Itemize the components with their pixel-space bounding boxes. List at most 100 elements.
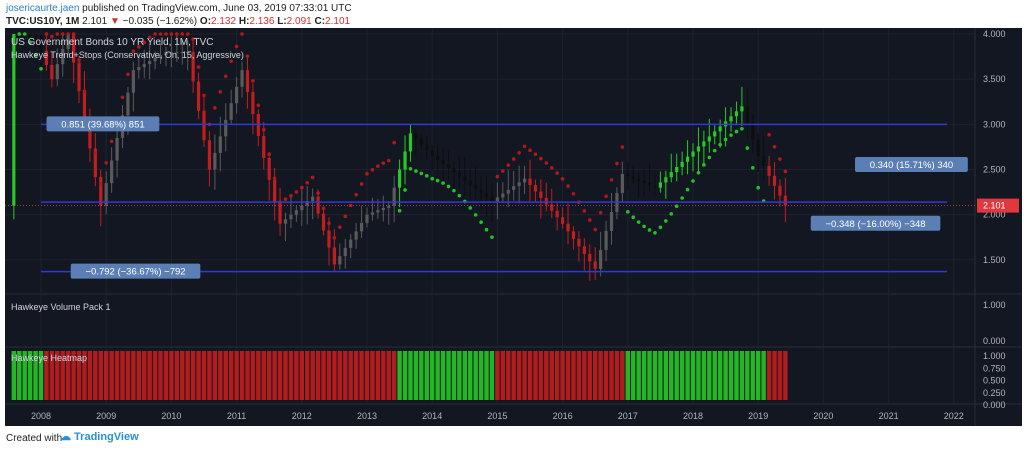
candle (278, 201, 282, 224)
stop-dot (685, 187, 690, 192)
heatmap-bar (419, 351, 424, 400)
heatmap-bar (343, 351, 348, 400)
heatmap-bar (218, 351, 223, 400)
candle (93, 148, 97, 178)
candle (582, 246, 586, 254)
chart-svg[interactable]: 0.851 (39.68%) 851 −0.792 (−36.67%) −792 0… (5, 28, 1022, 426)
stop-dot (39, 67, 43, 71)
measure-label: −0.348 (−16.00%) −348 (810, 215, 941, 231)
heatmap-bar (250, 351, 256, 400)
heatmap-bar (364, 351, 370, 400)
stop-dot (131, 49, 136, 53)
heatmap-bar (381, 351, 386, 400)
heatmap-bar (207, 351, 212, 400)
heatmap-bar (446, 351, 451, 400)
stop-dot (441, 181, 445, 185)
stop-dot (272, 176, 277, 181)
heatmap-bar (370, 351, 375, 400)
heatmap-bar (125, 351, 131, 400)
heatmap-bar (766, 351, 772, 400)
heatmap-bar (739, 351, 745, 400)
candle (349, 239, 353, 248)
measure-label-bg (810, 215, 941, 231)
candle (343, 247, 347, 257)
stop-dot (82, 89, 87, 93)
stop-dot (22, 32, 27, 36)
heatmap-bar (598, 351, 603, 400)
heatmap-bar (196, 351, 201, 400)
heatmap-bar (223, 351, 228, 400)
heatmap-bar (310, 351, 315, 400)
author-link[interactable]: josericaurte.jaen (6, 3, 80, 14)
heatmap-bar (538, 351, 544, 400)
candle (55, 64, 59, 80)
stop-dot (560, 177, 565, 181)
heatmap-bar (55, 351, 60, 400)
heatmap-bar (142, 351, 147, 400)
chart-area[interactable]: 0.851 (39.68%) 851 −0.792 (−36.67%) −792 0… (5, 28, 1022, 426)
heatmap-bar (614, 351, 620, 400)
heatmap-bar (326, 351, 332, 400)
candle (82, 91, 87, 120)
stop-dot (587, 218, 592, 222)
candle (778, 185, 782, 196)
heatmap-bar (234, 351, 239, 400)
candle (164, 52, 168, 56)
stop-dot (305, 180, 310, 185)
stop-dot (327, 221, 331, 226)
candle (528, 178, 532, 186)
tradingview-logo-icon[interactable]: ☁ TradingView (60, 431, 139, 443)
heatmap-bar (495, 351, 500, 400)
heatmap-bar (462, 351, 467, 400)
candle (452, 168, 456, 173)
stop-dot (446, 184, 451, 189)
heatmap-bar (413, 351, 419, 400)
stop-dot (397, 208, 402, 213)
heatmap-bar (190, 351, 196, 400)
candle (196, 81, 201, 111)
stop-dot (702, 163, 706, 167)
stop-dot (511, 157, 516, 161)
candle (370, 212, 375, 215)
volume-pane-title: Hawkeye Volume Pack 1 (11, 302, 111, 312)
candle (283, 219, 288, 224)
heatmap-bar (38, 351, 44, 400)
stop-dot (734, 129, 739, 134)
stop-dot (332, 236, 337, 240)
heatmap-bar (114, 351, 120, 400)
candle (273, 179, 277, 202)
heatmap-bar (533, 351, 538, 400)
candle (680, 161, 684, 167)
heatmap-bar (777, 351, 783, 400)
stop-dot (229, 59, 233, 63)
candle (365, 214, 369, 223)
price-tick: 1.500 (983, 255, 1006, 265)
time-tick: 2011 (227, 411, 246, 421)
stop-dot (495, 174, 500, 179)
heatmap-bar (587, 351, 592, 400)
heatmap-bar (468, 351, 473, 400)
heatmap-bar (560, 351, 565, 400)
candle (675, 166, 679, 173)
heatmap-bar (696, 351, 701, 400)
candle (99, 177, 103, 206)
heatmap-bar (723, 351, 728, 400)
candle (321, 213, 326, 231)
candle (609, 212, 614, 231)
heatmap-tick: 0.500 (983, 376, 1006, 386)
stop-dot (28, 40, 32, 44)
heatmap-bar (522, 351, 527, 400)
heatmap-bar (631, 351, 636, 400)
candle (191, 52, 195, 82)
candle (213, 152, 217, 170)
candle (158, 55, 163, 59)
candle (294, 210, 298, 215)
stop-dot (66, 32, 70, 36)
heatmap-bar (65, 351, 71, 400)
stop-dot (571, 192, 576, 196)
candle (218, 136, 222, 153)
time-tick: 2014 (422, 411, 442, 421)
candle (734, 111, 739, 117)
candle (153, 58, 157, 62)
candle (77, 62, 81, 92)
